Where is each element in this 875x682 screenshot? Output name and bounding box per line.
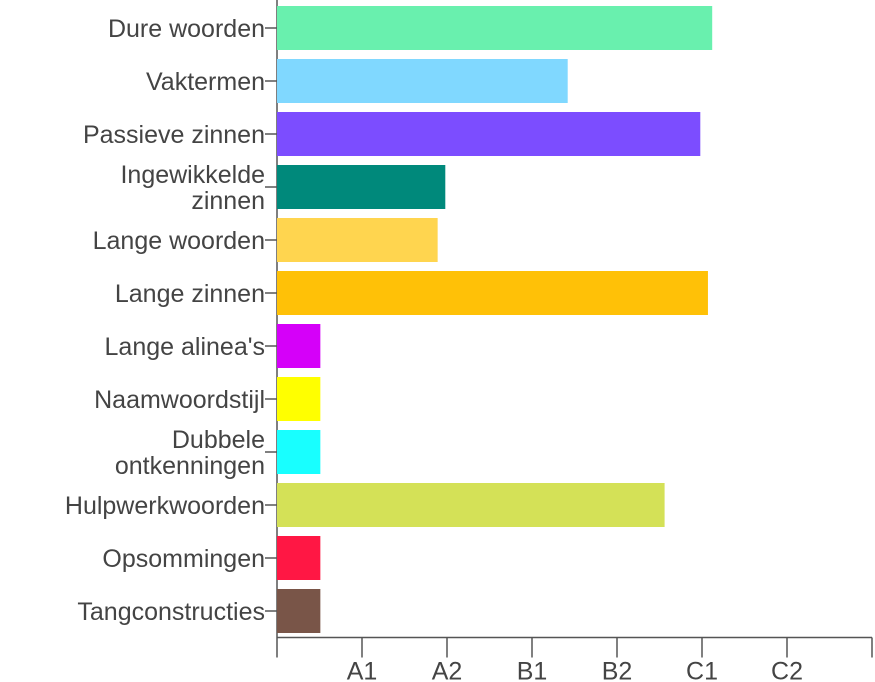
y-tick-label: Hulpwerkwoorden <box>65 492 265 520</box>
bar <box>277 589 321 633</box>
bar <box>277 324 321 368</box>
bar <box>277 536 321 580</box>
x-tick-label: C1 <box>686 658 718 682</box>
bar <box>277 483 665 527</box>
y-tick-label: Dure woorden <box>108 15 265 43</box>
bar <box>277 165 446 209</box>
y-tick-label: Vaktermen <box>146 68 265 96</box>
y-tick-label: Naamwoordstijl <box>94 386 265 414</box>
x-tick-label: A1 <box>347 658 378 682</box>
bar <box>277 377 321 421</box>
y-tick-label: Passieve zinnen <box>83 121 265 149</box>
bar <box>277 59 568 103</box>
y-tick-label: Lange woorden <box>93 227 265 255</box>
bar <box>277 218 438 262</box>
x-tick-label: C2 <box>771 658 803 682</box>
x-tick-label: B2 <box>602 658 633 682</box>
y-tick-label: Opsommingen <box>102 545 265 573</box>
bar <box>277 430 321 474</box>
x-tick-label: B1 <box>517 658 548 682</box>
y-tick-label: Tangconstructies <box>77 598 265 626</box>
bar <box>277 112 701 156</box>
bar <box>277 6 713 50</box>
y-tick-label: Dubbele ontkenningen <box>115 426 265 480</box>
y-tick-label: Lange zinnen <box>115 280 265 308</box>
y-tick-label: Ingewikkelde zinnen <box>120 161 265 215</box>
x-tick-label: A2 <box>432 658 463 682</box>
bar <box>277 271 708 315</box>
y-tick-label: Lange alinea's <box>105 333 265 361</box>
